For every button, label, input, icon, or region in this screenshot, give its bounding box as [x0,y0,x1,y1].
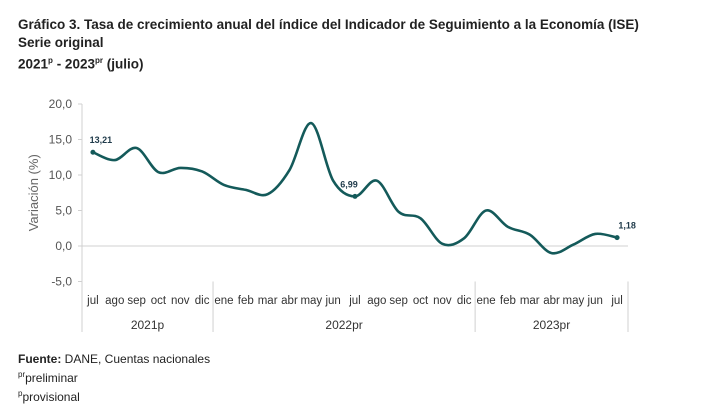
x-tick-label: jul [610,295,623,307]
x-tick-label: mar [520,295,540,307]
y-tick-label: 10,0 [49,168,73,182]
data-label: 6,99 [340,179,358,189]
data-point-marker [90,149,96,155]
x-tick-label: nov [171,295,190,307]
x-tick-label: sep [389,295,408,307]
y-tick-label: 15,0 [49,133,73,147]
x-tick-label: ene [476,295,495,307]
y-tick-label: 20,0 [49,97,73,111]
x-tick-label: abr [543,295,560,307]
x-tick-label: dic [457,295,472,307]
x-tick-label: dic [195,295,210,307]
data-point-marker [352,193,358,199]
y-tick-label: 0,0 [55,239,72,253]
x-tick-label: feb [500,295,516,307]
x-tick-label: mar [258,295,278,307]
x-tick-label: ago [105,295,124,307]
x-tick-label: feb [238,295,254,307]
x-tick-label: may [563,295,585,307]
x-tick-label: ago [367,295,386,307]
title-line-1: Gráfico 3. Tasa de crecimiento anual del… [18,17,639,32]
x-group-label: 2022pr [325,318,362,332]
y-axis-label: Variación (%) [26,154,41,231]
chart-title: Gráfico 3. Tasa de crecimiento anual del… [18,16,639,74]
title-line-3: 2021p - 2023pr (julio) [18,56,144,72]
footer-notes: Fuente: DANE, Cuentas nacionales prpreli… [18,351,210,405]
x-tick-label: ene [214,295,233,307]
x-tick-label: jul [348,295,361,307]
data-label: 13,21 [90,135,113,145]
y-tick-label: 5,0 [55,204,72,218]
x-tick-label: nov [433,295,452,307]
x-tick-label: jul [86,295,99,307]
data-point-marker [614,235,620,241]
source-note: Fuente: DANE, Cuentas nacionales [18,352,211,366]
x-group-label: 2023pr [533,318,570,332]
x-tick-label: oct [413,295,429,307]
y-tick-label: -5,0 [51,275,72,289]
x-tick-label: may [300,295,322,307]
x-tick-label: jun [324,295,340,307]
x-group-label: 2021p [131,318,165,332]
x-tick-label: jun [587,295,603,307]
preliminar-note: prpreliminar [18,370,78,385]
data-label: 1,18 [618,221,636,231]
title-line-2: Serie original [18,35,104,50]
x-tick-label: abr [281,295,298,307]
x-tick-label: oct [151,295,167,307]
provisional-note: pprovisional [18,389,80,404]
x-tick-label: sep [127,295,146,307]
